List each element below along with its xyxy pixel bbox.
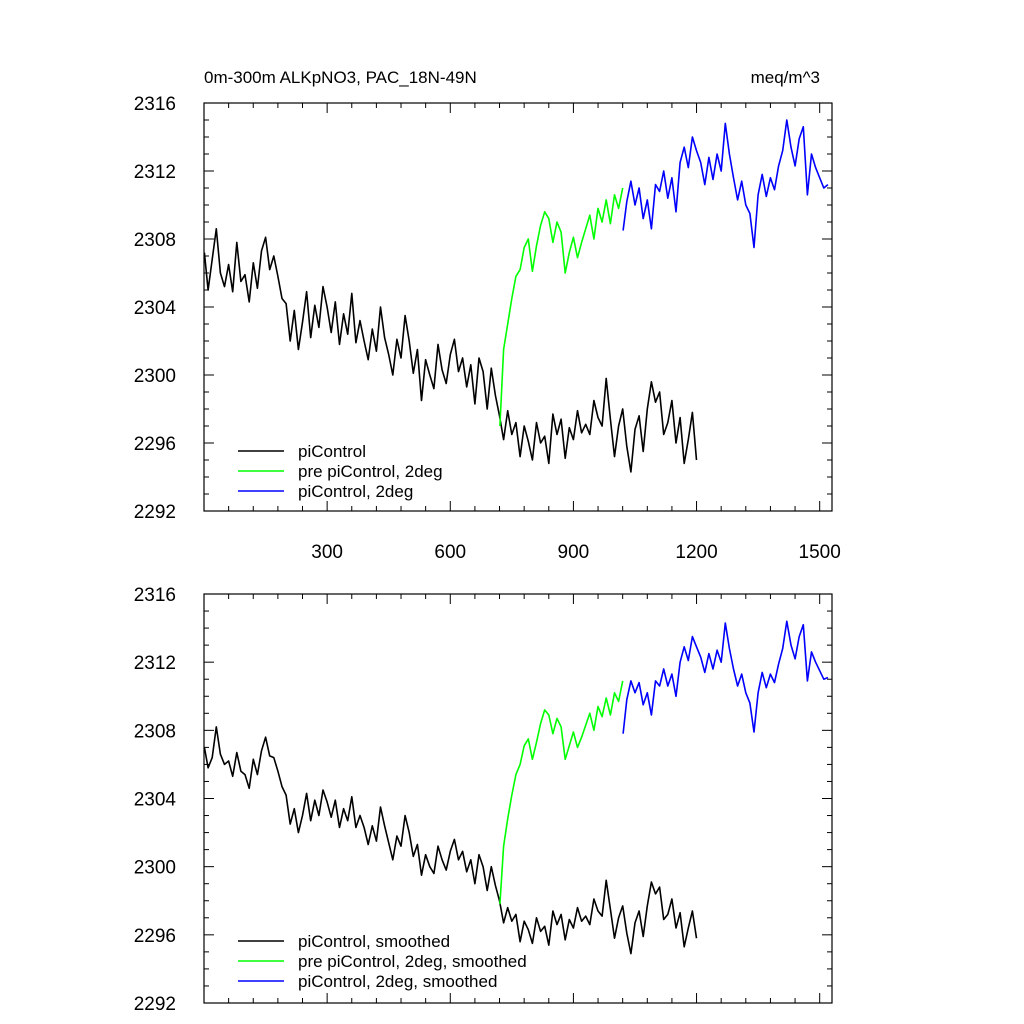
plot-area-top: 2292 2296 2300 2304 2308 2312 2316 300 600 900 120… xyxy=(134,94,841,563)
y-tick-label: 2292 xyxy=(134,502,176,523)
y-tick-label: 2296 xyxy=(134,926,176,947)
x-tick-label: 1500 xyxy=(799,542,841,563)
legend-label: piControl, 2deg, smoothed xyxy=(298,972,497,991)
series-line-3 xyxy=(622,620,829,734)
y-tick-label: 2316 xyxy=(134,94,176,115)
x-tick-label: 1200 xyxy=(675,542,717,563)
series-line-3 xyxy=(622,119,829,249)
x-tick-label: 900 xyxy=(558,542,590,563)
y-tick-label: 2312 xyxy=(134,653,176,674)
series-group-top xyxy=(203,119,829,473)
legend-label: piControl, smoothed xyxy=(298,932,450,951)
x-tick-label: 600 xyxy=(434,542,466,563)
top-panel: 0m-300m ALKpNO3, PAC_18N-49N meq/m^3 229… xyxy=(134,68,841,563)
legend-label: piControl xyxy=(298,442,366,461)
legend-label: pre piControl, 2deg xyxy=(298,462,443,481)
y-tick-label: 2300 xyxy=(134,858,176,879)
y-tick-label: 2304 xyxy=(134,298,177,319)
series-group-bottom xyxy=(203,620,829,955)
series-line-1 xyxy=(203,726,698,955)
y-tick-label: 2292 xyxy=(134,994,176,1015)
series-line-2 xyxy=(499,680,624,905)
y-tick-label: 2300 xyxy=(134,366,176,387)
legend-label: pre piControl, 2deg, smoothed xyxy=(298,952,527,971)
x-tick-label: 300 xyxy=(311,542,343,563)
units-label: meq/m^3 xyxy=(751,68,820,87)
plot-area-bottom: 2292 2296 2300 2304 2308 2312 2316 xyxy=(134,585,833,1015)
legend-label: piControl, 2deg xyxy=(298,482,413,501)
series-line-1 xyxy=(203,228,698,473)
y-tick-label: 2316 xyxy=(134,585,176,606)
y-tick-label: 2308 xyxy=(134,721,176,742)
y-tick-label: 2308 xyxy=(134,230,176,251)
y-tick-label: 2304 xyxy=(134,790,177,811)
bottom-panel: 2292 2296 2300 2304 2308 2312 2316 piControl, … xyxy=(134,585,833,1015)
y-tick-label: 2312 xyxy=(134,162,176,183)
y-tick-label: 2296 xyxy=(134,434,176,455)
series-line-2 xyxy=(499,187,624,427)
chart-title: 0m-300m ALKpNO3, PAC_18N-49N xyxy=(204,68,477,87)
